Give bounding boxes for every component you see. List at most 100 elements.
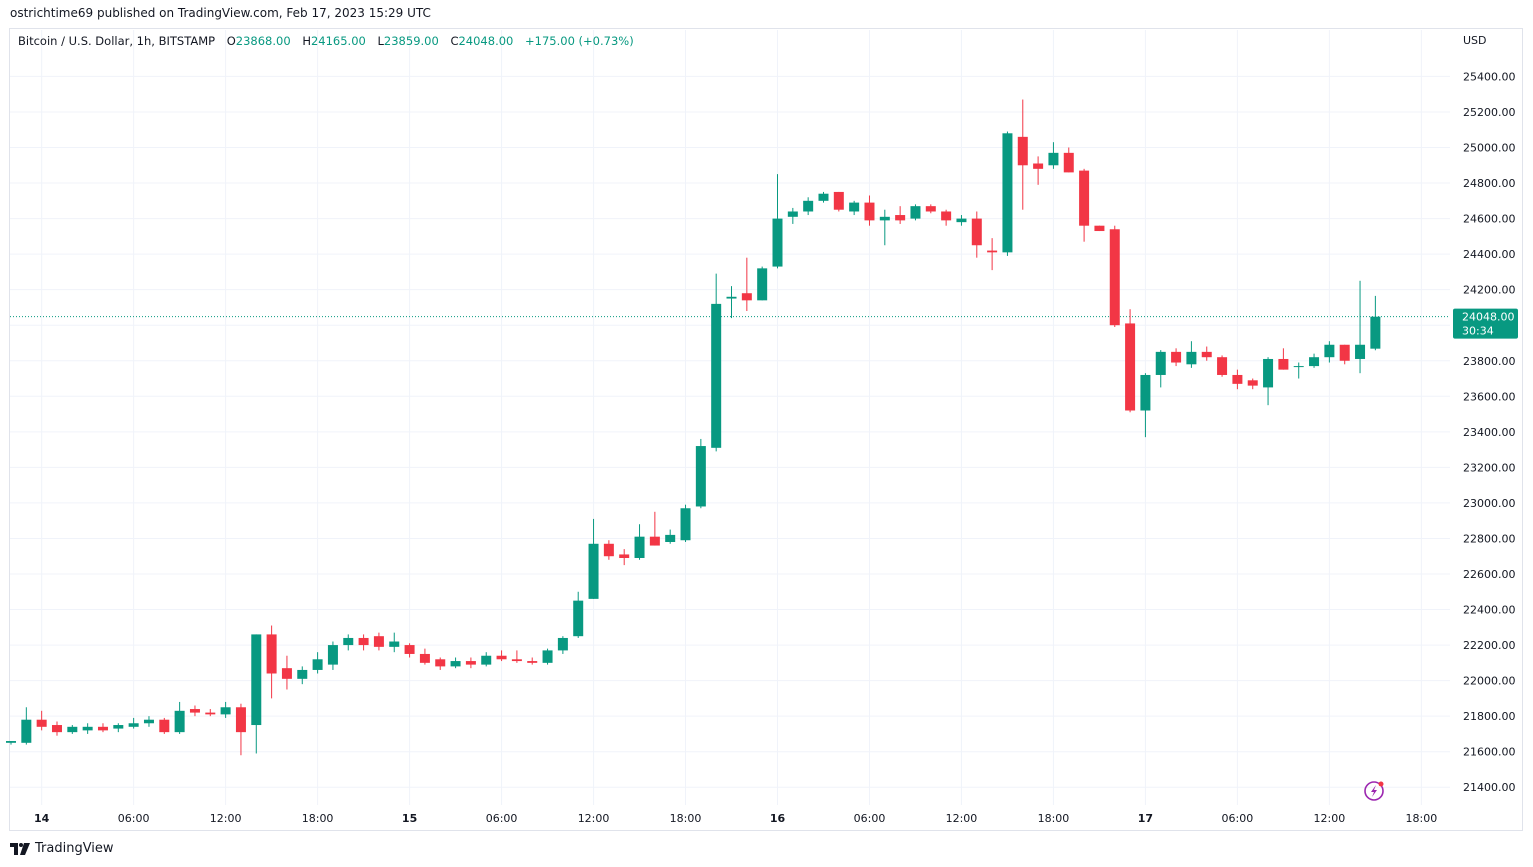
candle[interactable] xyxy=(435,657,446,670)
candle[interactable] xyxy=(803,197,814,216)
candle[interactable] xyxy=(511,650,522,663)
candle[interactable] xyxy=(557,636,568,654)
candle[interactable] xyxy=(1309,353,1320,368)
candle[interactable] xyxy=(649,511,660,546)
candle[interactable] xyxy=(573,591,584,638)
candle[interactable] xyxy=(251,634,262,754)
candle[interactable] xyxy=(1002,131,1013,256)
candle[interactable] xyxy=(67,725,78,734)
candle[interactable] xyxy=(1017,99,1028,210)
candle[interactable] xyxy=(189,705,200,717)
candle[interactable] xyxy=(465,657,476,669)
tradingview-logo[interactable]: TradingView xyxy=(10,841,114,856)
candle[interactable] xyxy=(1263,357,1274,406)
candle[interactable] xyxy=(481,652,492,667)
candle[interactable] xyxy=(527,657,538,665)
candle[interactable] xyxy=(1201,346,1212,361)
candle[interactable] xyxy=(772,174,783,269)
candle[interactable] xyxy=(987,238,998,271)
candle[interactable] xyxy=(910,204,921,221)
candle[interactable] xyxy=(1125,309,1136,413)
candle[interactable] xyxy=(496,650,507,662)
candle[interactable] xyxy=(757,266,768,301)
candle[interactable] xyxy=(1048,142,1059,169)
candle[interactable] xyxy=(389,632,400,653)
candle[interactable] xyxy=(833,191,844,212)
candle[interactable] xyxy=(1033,156,1044,185)
candle[interactable] xyxy=(895,206,906,224)
candle[interactable] xyxy=(358,634,369,651)
candle[interactable] xyxy=(312,652,323,674)
candle[interactable] xyxy=(726,286,737,319)
chart-frame[interactable] xyxy=(9,28,1523,831)
candle[interactable] xyxy=(1339,344,1350,365)
candle[interactable] xyxy=(174,701,185,734)
candle[interactable] xyxy=(128,717,139,729)
candle[interactable] xyxy=(6,741,16,745)
candle[interactable] xyxy=(634,524,645,560)
candle[interactable] xyxy=(97,723,108,733)
candle-body xyxy=(726,296,737,299)
currency-label[interactable]: USD xyxy=(1463,34,1487,47)
candle[interactable] xyxy=(818,191,829,203)
candle[interactable] xyxy=(741,257,752,311)
candle[interactable] xyxy=(419,648,430,665)
candle[interactable] xyxy=(159,717,170,734)
price-axis[interactable]: 21400.00 21600.00 21800.00 22000.00 22200.00… xyxy=(1463,70,1516,794)
candle[interactable] xyxy=(971,211,982,258)
candle[interactable] xyxy=(205,709,216,717)
candle[interactable] xyxy=(327,641,338,670)
candles[interactable] xyxy=(6,99,1381,756)
candle[interactable] xyxy=(235,703,246,756)
candle[interactable] xyxy=(1355,280,1366,374)
time-axis[interactable]: 14 06:00 12:00 18:00 15 06:00 12:00 18:00 16 06:0… xyxy=(34,812,1437,825)
candle[interactable] xyxy=(956,215,967,226)
candle[interactable] xyxy=(36,710,47,731)
candle[interactable] xyxy=(680,504,691,543)
candle[interactable] xyxy=(82,723,93,734)
candle[interactable] xyxy=(1079,168,1090,242)
candle[interactable] xyxy=(297,666,308,685)
candle[interactable] xyxy=(941,209,952,226)
candle[interactable] xyxy=(665,529,676,544)
candle[interactable] xyxy=(695,438,706,509)
candle[interactable] xyxy=(404,643,415,658)
candle[interactable] xyxy=(1247,378,1258,390)
candle[interactable] xyxy=(220,701,231,718)
candle[interactable] xyxy=(1063,147,1074,173)
candle[interactable] xyxy=(281,655,292,690)
candle[interactable] xyxy=(1171,348,1182,367)
candle[interactable] xyxy=(925,204,936,214)
candle[interactable] xyxy=(266,625,277,699)
candle[interactable] xyxy=(864,195,875,226)
candle[interactable] xyxy=(143,716,154,727)
candle[interactable] xyxy=(450,657,461,669)
candle[interactable] xyxy=(21,707,32,745)
candle[interactable] xyxy=(1155,350,1166,388)
candle[interactable] xyxy=(1186,341,1197,368)
candle[interactable] xyxy=(343,634,354,651)
candle[interactable] xyxy=(1109,225,1120,327)
candle[interactable] xyxy=(1217,355,1228,377)
candle[interactable] xyxy=(1232,369,1243,390)
candle[interactable] xyxy=(1370,295,1381,351)
candle[interactable] xyxy=(787,207,798,224)
close-value: 24048.00 xyxy=(458,34,514,48)
candle[interactable] xyxy=(1094,225,1105,232)
candle[interactable] xyxy=(879,209,890,246)
lightning-icon[interactable] xyxy=(1364,781,1384,801)
candle[interactable] xyxy=(1278,348,1289,370)
candle[interactable] xyxy=(711,273,722,452)
candle[interactable] xyxy=(1324,341,1335,363)
candle[interactable] xyxy=(1140,373,1151,438)
candle[interactable] xyxy=(113,723,124,733)
candle[interactable] xyxy=(1293,362,1304,379)
candle[interactable] xyxy=(51,721,62,736)
candle[interactable] xyxy=(588,518,599,599)
candle[interactable] xyxy=(619,549,630,566)
candle[interactable] xyxy=(373,632,384,651)
candle[interactable] xyxy=(603,540,614,560)
candle[interactable] xyxy=(542,648,553,665)
candle[interactable] xyxy=(849,200,860,216)
